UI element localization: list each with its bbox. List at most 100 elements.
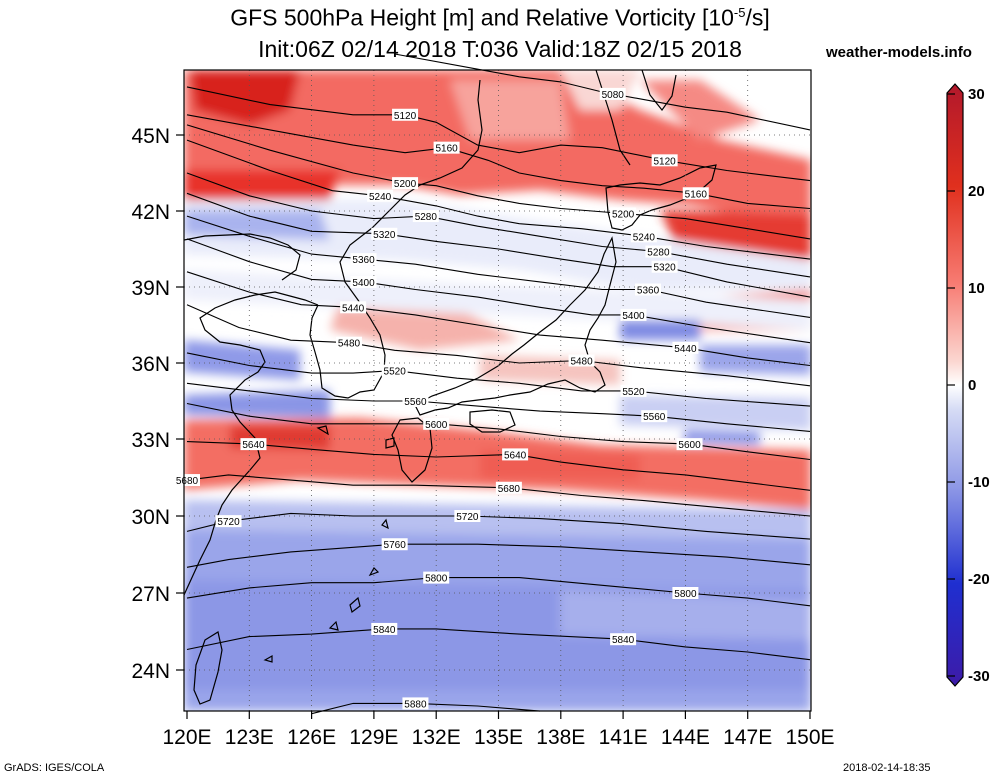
contour-label: 5480 [335,336,362,350]
height-contour [186,238,811,344]
vorticity-field [184,70,811,711]
colorbar-label: 0 [968,377,976,394]
lat-label: 33N [131,429,170,452]
height-contour [186,628,811,661]
contour-label-text: 5720 [217,517,240,528]
axis-ticks [176,134,811,719]
lon-label: 147E [723,726,772,749]
contour-label-text: 5200 [612,210,635,221]
contour-label-text: 5280 [647,248,670,259]
lon-label: 141E [599,726,648,749]
height-contour [186,271,811,367]
contour-label-text: 5320 [373,230,396,241]
lon-label: 123E [225,726,274,749]
contour-label: 5560 [402,395,429,408]
contour-label: 5680 [174,474,200,487]
contour-label: 5160 [682,187,709,200]
colorbar-label: 20 [968,183,985,200]
contour-label-text: 5520 [622,387,645,398]
lat-label: 39N [131,277,170,300]
contour-label: 5480 [568,354,595,367]
lat-label: 45N [131,125,170,148]
contour-label-text: 5520 [384,367,407,378]
contour-label-text: 5120 [654,156,677,167]
contour-label-text: 5680 [176,476,199,487]
height-contour [186,474,811,517]
contour-label-text: 5680 [498,484,521,495]
contour-label: 5840 [610,633,637,646]
contour-label: 5560 [641,410,668,423]
contour-label-text: 5800 [674,589,697,600]
latitude-labels: 24N 27N 30N 33N 36N 39N 42N 45N [131,125,170,683]
contour-label: 5120 [651,154,678,167]
contour-label-text: 5240 [633,232,656,243]
lon-label: 144E [661,726,710,749]
height-contour [186,172,811,278]
contour-label-text: 5240 [369,192,392,203]
contour-label-text: 5640 [242,440,265,451]
contour-label: 5160 [433,141,460,155]
timestamp: 2018-02-14-18:35 [843,762,931,774]
lon-label: 126E [287,726,336,749]
contour-label-text: 5480 [338,339,361,350]
contour-label: 5440 [340,301,367,314]
contour-label-text: 5880 [404,699,427,710]
contour-label-text: 5320 [654,263,677,274]
contour-label-text: 5440 [342,303,365,314]
title-exponent: -5 [733,5,746,20]
contour-label: 5800 [423,571,450,585]
site-credit: weather-models.info [826,44,972,61]
contour-label: 5600 [676,438,703,451]
contour-label: 5320 [371,227,398,241]
contour-label: 5200 [392,177,419,190]
map-frame [183,69,812,712]
contour-label-text: 5760 [384,540,407,551]
lon-label: 135E [474,726,523,749]
title-text: GFS 500hPa Height [m] and Relative Vorti… [230,4,734,31]
lat-label: 24N [131,660,170,683]
height-contour [186,215,811,318]
colorbar-label: -20 [968,571,990,588]
height-contour [186,139,811,260]
contour-label-text: 5480 [570,356,593,367]
contour-label-text: 5360 [637,286,660,297]
contour-label: 5520 [381,364,408,378]
contour-label-text: 5600 [678,440,701,451]
height-contour [186,402,811,461]
contour-label-text: 5400 [622,311,645,322]
lon-label: 150E [785,726,834,749]
lat-label: 42N [131,201,170,224]
contour-label: 5720 [215,515,242,528]
contour-label-text: 5160 [435,144,458,155]
contour-label-text: 5400 [352,278,375,289]
grads-credit: GrADS: IGES/COLA [4,762,105,774]
contour-label: 5600 [423,417,450,431]
contour-label-text: 5440 [674,344,697,355]
contour-label: 5800 [672,587,699,600]
contour-label-text: 5800 [425,574,448,585]
contour-label: 5360 [635,283,662,297]
coastlines [184,70,717,705]
contour-label: 5840 [371,622,398,636]
height-contour [186,577,811,607]
lat-label: 30N [131,506,170,529]
height-contour [186,382,811,432]
contour-label: 5440 [672,341,699,355]
lon-label: 132E [412,726,461,749]
contour-label-text: 5360 [352,255,375,266]
contour-label: 5280 [645,245,672,259]
lat-label: 27N [131,583,170,606]
contour-label: 5760 [381,538,408,551]
height-contour [186,304,811,387]
contour-label: 5200 [610,207,637,221]
title-unit-tail: /s] [745,4,770,31]
colorbar-label: 30 [968,86,985,103]
contour-label: 5880 [402,697,429,710]
contour-label-text: 5560 [404,397,427,408]
contour-label-text: 5840 [612,635,635,646]
lon-label: 129E [349,726,398,749]
contour-label: 5400 [620,308,647,322]
contour-label: 5520 [620,384,647,398]
lat-label: 36N [131,353,170,376]
